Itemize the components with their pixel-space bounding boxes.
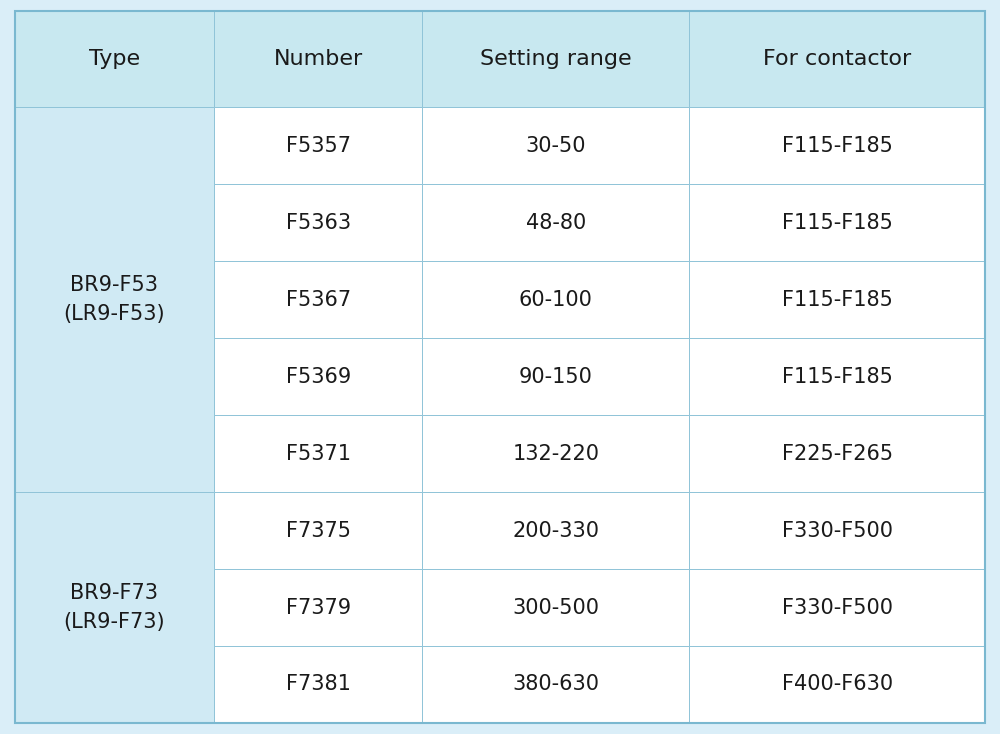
FancyBboxPatch shape	[422, 261, 689, 338]
Text: BR9-F73
(LR9-F73): BR9-F73 (LR9-F73)	[64, 583, 165, 632]
FancyBboxPatch shape	[422, 492, 689, 569]
Text: BR9-F53
(LR9-F53): BR9-F53 (LR9-F53)	[64, 275, 165, 324]
FancyBboxPatch shape	[689, 415, 985, 492]
Text: 380-630: 380-630	[512, 675, 599, 694]
Text: F5371: F5371	[286, 443, 351, 464]
Text: F330-F500: F330-F500	[782, 520, 893, 540]
Text: 300-500: 300-500	[512, 597, 599, 617]
FancyBboxPatch shape	[689, 11, 985, 107]
FancyBboxPatch shape	[15, 107, 214, 492]
Text: 30-50: 30-50	[526, 136, 586, 156]
FancyBboxPatch shape	[214, 338, 422, 415]
FancyBboxPatch shape	[689, 107, 985, 184]
FancyBboxPatch shape	[422, 11, 689, 107]
Text: F115-F185: F115-F185	[782, 366, 893, 387]
Text: F115-F185: F115-F185	[782, 213, 893, 233]
Text: F330-F500: F330-F500	[782, 597, 893, 617]
FancyBboxPatch shape	[422, 184, 689, 261]
FancyBboxPatch shape	[422, 338, 689, 415]
Text: 48-80: 48-80	[526, 213, 586, 233]
Text: F115-F185: F115-F185	[782, 136, 893, 156]
Text: F7379: F7379	[286, 597, 351, 617]
Text: 90-150: 90-150	[519, 366, 593, 387]
FancyBboxPatch shape	[214, 646, 422, 723]
FancyBboxPatch shape	[689, 184, 985, 261]
Text: 200-330: 200-330	[512, 520, 599, 540]
Text: Setting range: Setting range	[480, 49, 632, 69]
FancyBboxPatch shape	[214, 569, 422, 646]
FancyBboxPatch shape	[15, 11, 214, 107]
Text: Number: Number	[274, 49, 363, 69]
Text: F5357: F5357	[286, 136, 351, 156]
FancyBboxPatch shape	[214, 11, 422, 107]
FancyBboxPatch shape	[214, 415, 422, 492]
Text: F400-F630: F400-F630	[782, 675, 893, 694]
FancyBboxPatch shape	[422, 646, 689, 723]
FancyBboxPatch shape	[422, 569, 689, 646]
FancyBboxPatch shape	[214, 184, 422, 261]
Text: Type: Type	[89, 49, 140, 69]
Text: F225-F265: F225-F265	[782, 443, 893, 464]
FancyBboxPatch shape	[689, 261, 985, 338]
FancyBboxPatch shape	[15, 492, 214, 723]
FancyBboxPatch shape	[689, 492, 985, 569]
Text: F5363: F5363	[286, 213, 351, 233]
FancyBboxPatch shape	[422, 415, 689, 492]
Text: 60-100: 60-100	[519, 290, 593, 310]
Text: 132-220: 132-220	[512, 443, 599, 464]
FancyBboxPatch shape	[689, 569, 985, 646]
FancyBboxPatch shape	[689, 338, 985, 415]
FancyBboxPatch shape	[214, 107, 422, 184]
Text: F7375: F7375	[286, 520, 351, 540]
Text: F115-F185: F115-F185	[782, 290, 893, 310]
FancyBboxPatch shape	[214, 492, 422, 569]
FancyBboxPatch shape	[422, 107, 689, 184]
FancyBboxPatch shape	[689, 646, 985, 723]
Text: F7381: F7381	[286, 675, 351, 694]
Text: For contactor: For contactor	[763, 49, 911, 69]
Text: F5367: F5367	[286, 290, 351, 310]
FancyBboxPatch shape	[214, 261, 422, 338]
Text: F5369: F5369	[286, 366, 351, 387]
